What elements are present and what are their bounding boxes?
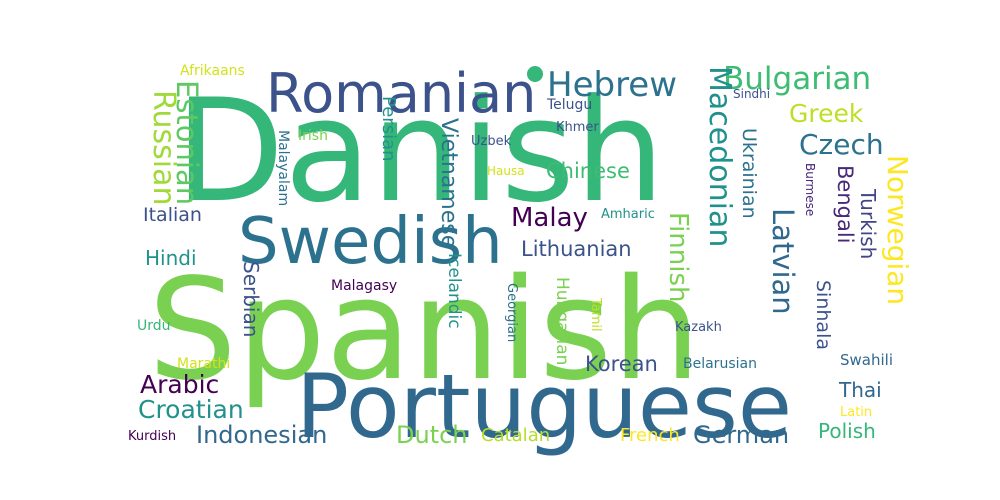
word-malayalam: Malayalam bbox=[275, 130, 291, 206]
word-danish: Danish bbox=[175, 69, 665, 234]
word-macedonian: Macedonian bbox=[702, 66, 737, 247]
word-hindi: Hindi bbox=[145, 246, 197, 270]
word-vietnamese: Vietnamese bbox=[436, 118, 461, 248]
word-greek: Greek bbox=[789, 99, 864, 128]
word-amharic: Amharic bbox=[601, 207, 655, 222]
word-romanian: Romanian bbox=[266, 62, 536, 125]
word-tamil: Tamil bbox=[588, 297, 603, 332]
word-thai: Thai bbox=[838, 378, 882, 402]
word-estonian: Estonian bbox=[170, 80, 204, 205]
word-spanish: Spanish bbox=[148, 249, 701, 412]
word-arabic: Arabic bbox=[140, 370, 219, 399]
word-ukrainian: Ukrainian bbox=[738, 128, 760, 219]
word-marathi: Marathi bbox=[177, 356, 230, 372]
word-turkish: Turkish bbox=[856, 188, 880, 259]
word-irish: Irish bbox=[298, 128, 328, 144]
word-serbian: Serbian bbox=[239, 261, 263, 337]
word-uzbek: Uzbek bbox=[471, 134, 512, 149]
word-kazakh: Kazakh bbox=[675, 320, 722, 335]
word-latvian: Latvian bbox=[766, 208, 800, 315]
word-afrikaans: Afrikaans bbox=[180, 63, 245, 79]
word-khmer: Khmer bbox=[556, 120, 599, 135]
word-swedish: Swedish bbox=[238, 205, 503, 279]
word-georgian: Georgian bbox=[504, 283, 519, 342]
word-sindhi: Sindhi bbox=[733, 87, 770, 101]
word-hausa: Hausa bbox=[487, 164, 525, 178]
word-malagasy: Malagasy bbox=[331, 278, 397, 294]
word-telugu: Telugu bbox=[546, 97, 592, 113]
word-lithuanian: Lithuanian bbox=[521, 237, 632, 261]
word-finnish: Finnish bbox=[663, 212, 693, 303]
word-bulgarian: Bulgarian bbox=[723, 61, 871, 97]
word-italian: Italian bbox=[143, 204, 202, 226]
word-chinese: Chinese bbox=[546, 159, 630, 183]
word-latin: Latin bbox=[840, 405, 872, 420]
word-korean: Korean bbox=[585, 352, 658, 376]
word-belarusian: Belarusian bbox=[683, 356, 757, 372]
word-polish: Polish bbox=[818, 419, 876, 443]
word-russian: Russian bbox=[146, 90, 181, 206]
word-croatian: Croatian bbox=[138, 395, 244, 424]
word-malay: Malay bbox=[511, 203, 588, 233]
word-norwegian: Norwegian bbox=[881, 155, 914, 305]
word-dutch: Dutch bbox=[396, 421, 468, 449]
word-french: French bbox=[620, 425, 680, 446]
dot-mark bbox=[527, 66, 543, 82]
word-indonesian: Indonesian bbox=[196, 421, 327, 449]
word-catalan: Catalan bbox=[481, 425, 550, 446]
word-sinhala: Sinhala bbox=[812, 280, 834, 350]
word-bengali: Bengali bbox=[833, 165, 857, 244]
word-swahili: Swahili bbox=[840, 351, 893, 369]
word-kurdish: Kurdish bbox=[128, 429, 176, 444]
word-persian: Persian bbox=[378, 96, 399, 162]
word-german: German bbox=[693, 421, 789, 449]
word-hungarian: Hungarian bbox=[552, 277, 572, 365]
word-czech: Czech bbox=[799, 128, 884, 161]
word-hebrew: Hebrew bbox=[547, 65, 677, 105]
word-icelandic: Icelandic bbox=[444, 253, 464, 329]
word-portuguese: Portuguese bbox=[296, 355, 792, 458]
word-burmese: Burmese bbox=[803, 163, 817, 216]
word-urdu: Urdu bbox=[137, 318, 171, 334]
